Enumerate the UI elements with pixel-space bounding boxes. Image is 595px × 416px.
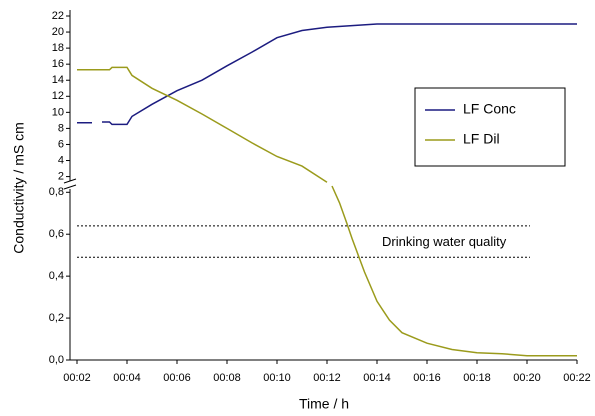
y-tick-label: 8 [58, 122, 64, 134]
legend-label: LF Dil [463, 131, 500, 147]
y-tick-label: 0,4 [49, 270, 64, 282]
y-tick-label: 0,2 [49, 312, 64, 324]
x-tick-label: 00:06 [163, 372, 191, 384]
y-tick-label: 14 [52, 74, 64, 86]
x-tick-label: 00:04 [113, 372, 141, 384]
x-tick-label: 00:18 [463, 372, 491, 384]
series-line [77, 66, 328, 183]
y-tick-label: 20 [52, 26, 64, 38]
series-line [77, 23, 577, 126]
y-tick-label: 16 [52, 58, 64, 70]
y-tick-label: 22 [52, 10, 64, 22]
axis-break [63, 178, 77, 190]
y-tick-label: 2 [58, 170, 64, 182]
y-tick-label: 12 [52, 90, 64, 102]
x-tick-label: 00:20 [513, 372, 541, 384]
x-tick-label: 00:22 [563, 372, 591, 384]
y-tick-label: 10 [52, 106, 64, 118]
x-tick-label: 00:16 [413, 372, 441, 384]
x-axis-label: Time / h [299, 396, 349, 412]
y-tick-label: 0,6 [49, 228, 64, 240]
y-tick-label: 0,8 [49, 186, 64, 198]
x-tick-label: 00:10 [263, 372, 291, 384]
x-tick-label: 00:12 [313, 372, 341, 384]
x-tick-label: 00:02 [63, 372, 91, 384]
annotation: Drinking water quality [382, 234, 507, 249]
x-tick-label: 00:14 [363, 372, 391, 384]
legend-box [414, 87, 566, 167]
y-tick-label: 0,0 [49, 354, 64, 366]
y-tick-label: 6 [58, 138, 64, 150]
x-tick-label: 00:08 [213, 372, 241, 384]
legend-label: LF Conc [463, 101, 516, 117]
y-tick-label: 18 [52, 42, 64, 54]
y-axis-label: Conductivity / mS cm [11, 122, 27, 253]
series-line [331, 185, 577, 357]
y-tick-label: 4 [58, 154, 64, 166]
